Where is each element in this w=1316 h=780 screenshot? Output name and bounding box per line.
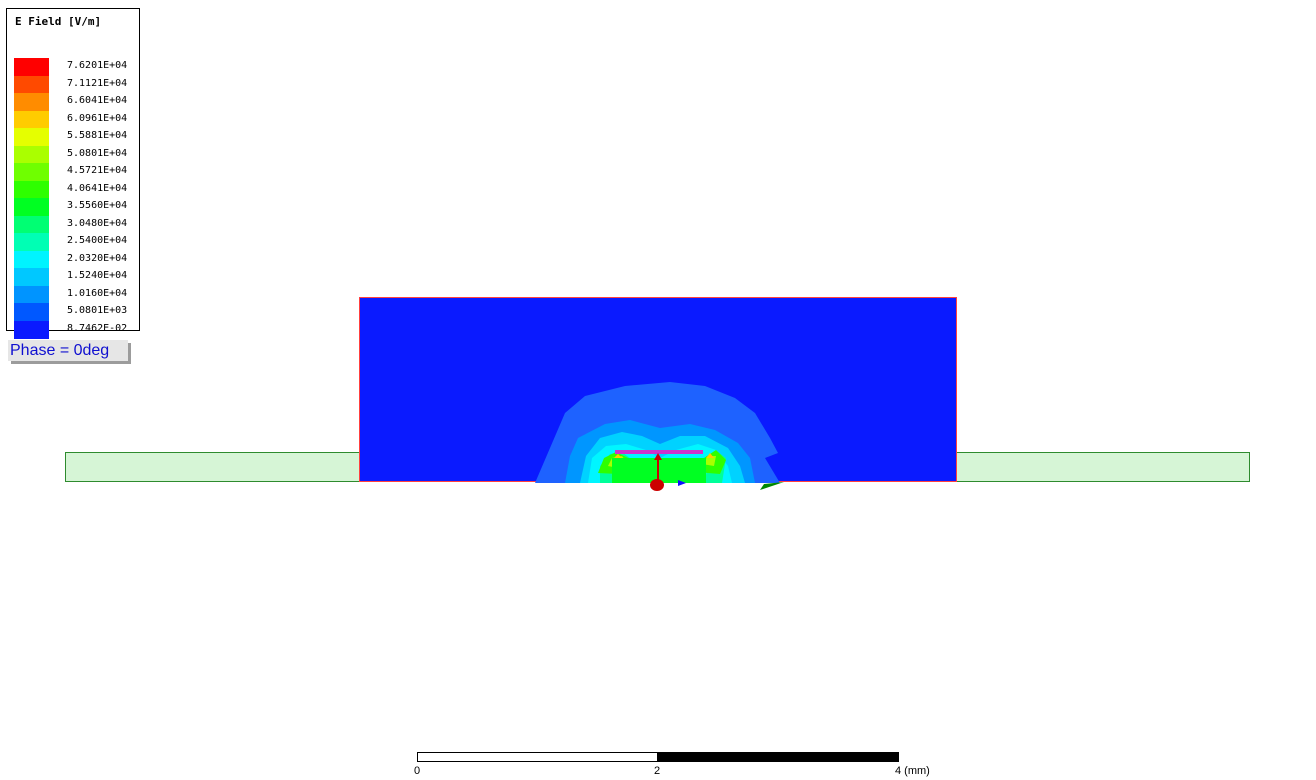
legend-row: 8.7462E-02: [7, 320, 141, 339]
legend-swatch: [14, 285, 49, 304]
legend-swatch: [14, 75, 49, 94]
legend-value: 3.0480E+04: [67, 217, 128, 229]
legend-value: 5.5881E+04: [67, 130, 128, 141]
legend-value: 4.5721E+04: [67, 165, 128, 176]
axis-triad: [650, 479, 784, 491]
legend-row: 2.5400E+04: [7, 233, 141, 251]
legend-swatch: [14, 198, 49, 216]
legend-value: 1.0160E+04: [67, 287, 128, 299]
scale-label-2: 2: [654, 765, 661, 777]
hotspot-right: [706, 453, 714, 458]
legend-row: 7.1121E+04: [7, 75, 141, 94]
legend-swatch: [14, 58, 49, 76]
field-legend: E Field [V/m] 7.6201E+04 7.1121E+04 6.6041…: [6, 8, 141, 339]
legend-swatch: [14, 163, 49, 181]
legend-swatch: [14, 268, 49, 286]
y-axis-arrowhead: [760, 482, 784, 490]
legend-value: 1.5240E+04: [67, 270, 128, 281]
legend-swatch: [14, 145, 49, 164]
legend-swatch: [14, 320, 49, 339]
legend-value: 3.5560E+04: [67, 200, 128, 211]
legend-row: 6.0961E+04: [7, 110, 141, 129]
scale-segment-white: [417, 752, 658, 762]
legend-value: 7.1121E+04: [67, 77, 128, 89]
legend-row: 3.5560E+04: [7, 198, 141, 216]
z-axis-arrowhead: [654, 453, 662, 460]
legend-row: 7.6201E+04: [7, 58, 141, 76]
legend-value: 6.6041E+04: [67, 95, 128, 106]
legend-swatch: [14, 110, 49, 129]
legend-row: 1.5240E+04: [7, 268, 141, 286]
hotspot-left: [614, 454, 622, 458]
legend-row: 5.0801E+04: [7, 145, 141, 164]
legend-row: 5.5881E+04: [7, 128, 141, 146]
legend-swatch: [14, 128, 49, 146]
phase-label[interactable]: Phase = 0deg: [8, 340, 128, 361]
trace-conductor: [615, 450, 703, 454]
legend-value: 5.0801E+04: [67, 147, 128, 159]
legend-row: 4.5721E+04: [7, 163, 141, 181]
legend-value: 7.6201E+04: [67, 60, 128, 71]
scale-label-0: 0: [414, 765, 421, 777]
legend-swatch: [14, 215, 49, 234]
e-field-plot: [359, 297, 957, 483]
legend-value: 5.0801E+03: [67, 305, 128, 316]
legend-row: 2.0320E+04: [7, 250, 141, 269]
legend-swatch: [14, 250, 49, 269]
legend-value: 2.5400E+04: [67, 235, 128, 246]
legend-swatch: [14, 233, 49, 251]
legend-row: 5.0801E+03: [7, 303, 141, 321]
legend-swatch: [14, 93, 49, 111]
legend-row: 1.0160E+04: [7, 285, 141, 304]
legend-value: 8.7462E-02: [67, 322, 128, 334]
legend-value: 6.0961E+04: [67, 112, 128, 124]
field-contours: [535, 382, 780, 483]
legend-swatch: [14, 303, 49, 321]
origin-marker: [650, 479, 664, 491]
legend-title: E Field [V/m]: [15, 15, 102, 28]
x-axis-arrowhead: [678, 480, 686, 486]
legend-row: 3.0480E+04: [7, 215, 141, 234]
scale-segment-black: [658, 752, 899, 762]
legend-swatch: [14, 180, 49, 199]
legend-value: 2.0320E+04: [67, 252, 128, 264]
scale-bar: [417, 752, 899, 764]
legend-value: 4.0641E+04: [67, 182, 128, 194]
legend-row: 4.0641E+04: [7, 180, 141, 199]
legend-row: 6.6041E+04: [7, 93, 141, 111]
scale-label-4: 4 (mm): [895, 765, 930, 777]
